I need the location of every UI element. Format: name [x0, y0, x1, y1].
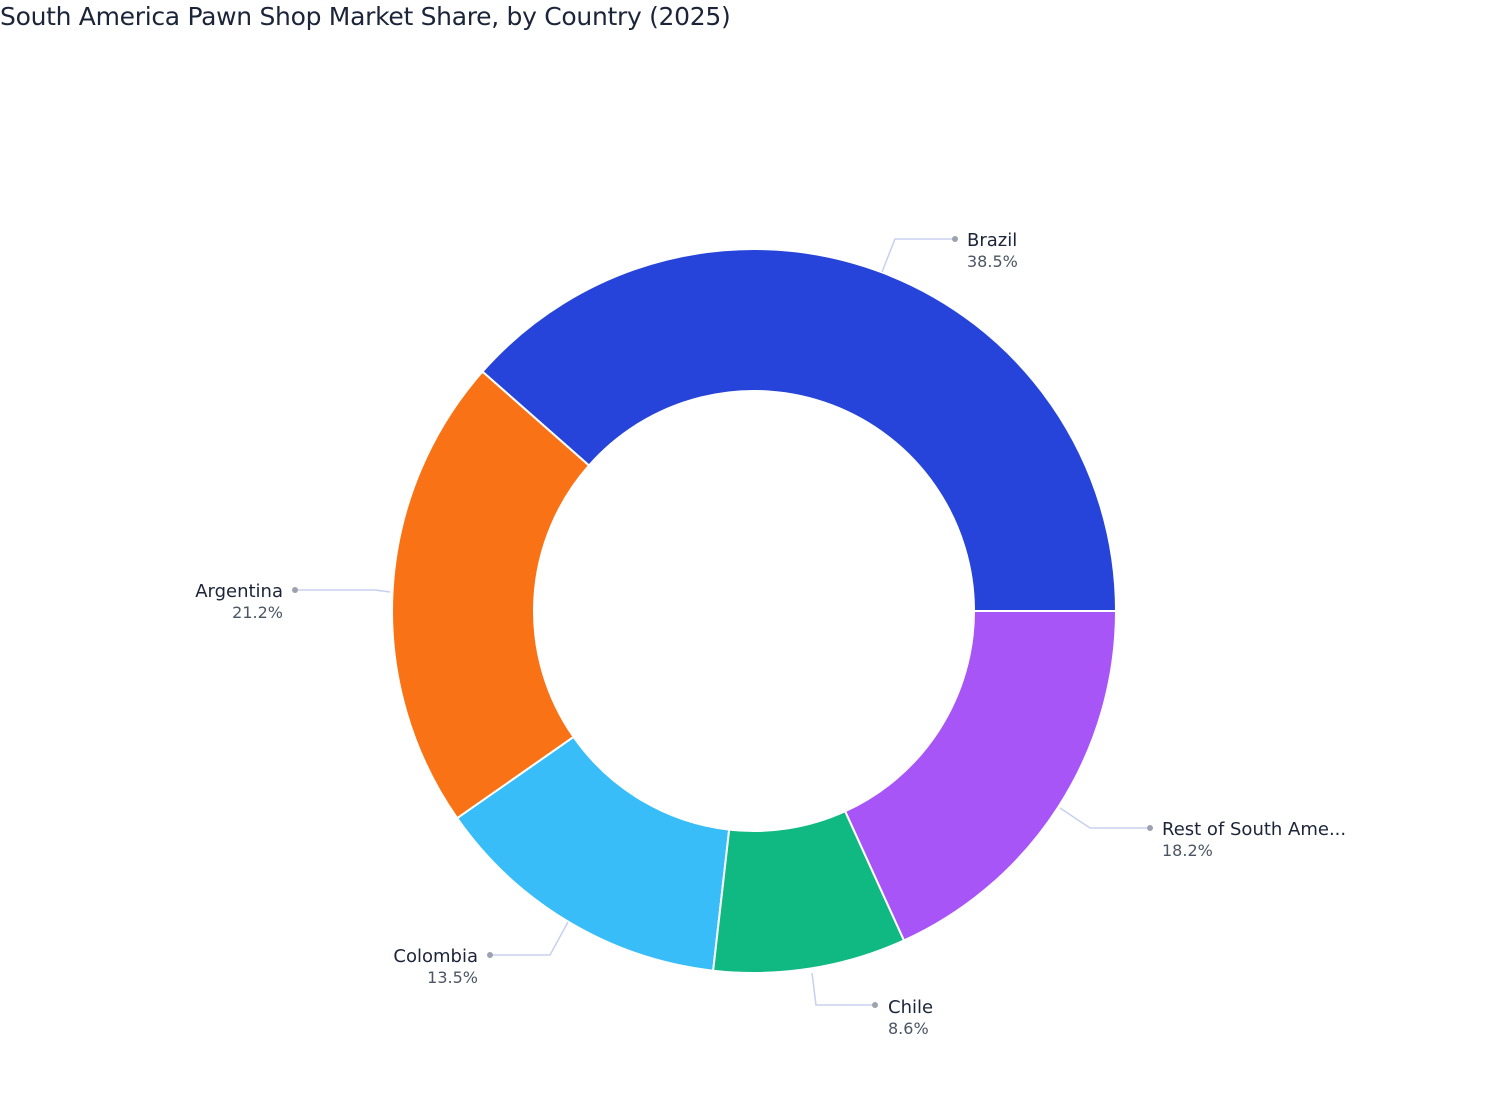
- label-percent: 21.2%: [232, 603, 283, 622]
- label-name: Rest of South Ame...: [1162, 819, 1346, 840]
- label-brazil: Brazil 38.5%: [967, 230, 1018, 271]
- label-name: Colombia: [393, 946, 478, 967]
- label-percent: 18.2%: [1162, 841, 1213, 860]
- donut-slices: [391, 248, 1118, 974]
- slice-argentina[interactable]: [391, 370, 591, 820]
- label-rest-of-south-america: Rest of South Ame... 18.2%: [1162, 819, 1346, 860]
- label-name: Chile: [888, 997, 933, 1018]
- leader-line-brazil: [881, 238, 955, 273]
- leader-dot-chile: [872, 1002, 878, 1008]
- leader-line-chile: [811, 972, 875, 1006]
- label-name: Brazil: [967, 230, 1017, 251]
- label-percent: 13.5%: [427, 968, 478, 987]
- label-colombia: Colombia 13.5%: [393, 946, 478, 987]
- leader-line-colombia: [490, 921, 569, 956]
- slice-rest-of-south-america[interactable]: [843, 610, 1118, 942]
- label-argentina: Argentina 21.2%: [195, 581, 283, 622]
- leader-line-rest-of-south-america: [1059, 807, 1150, 829]
- leader-dot-colombia: [487, 952, 493, 958]
- label-percent: 8.6%: [888, 1019, 929, 1038]
- label-chile: Chile 8.6%: [888, 997, 933, 1038]
- label-percent: 38.5%: [967, 252, 1018, 271]
- slice-brazil[interactable]: [481, 248, 1118, 612]
- leader-lines: [292, 236, 1153, 1008]
- leader-dot-brazil: [952, 236, 958, 242]
- leader-line-argentina: [295, 589, 391, 593]
- leader-dot-rest-of-south-america: [1147, 825, 1153, 831]
- leader-dot-argentina: [292, 587, 298, 593]
- chart-title: South America Pawn Shop Market Share, by…: [0, 2, 731, 31]
- label-name: Argentina: [195, 581, 283, 602]
